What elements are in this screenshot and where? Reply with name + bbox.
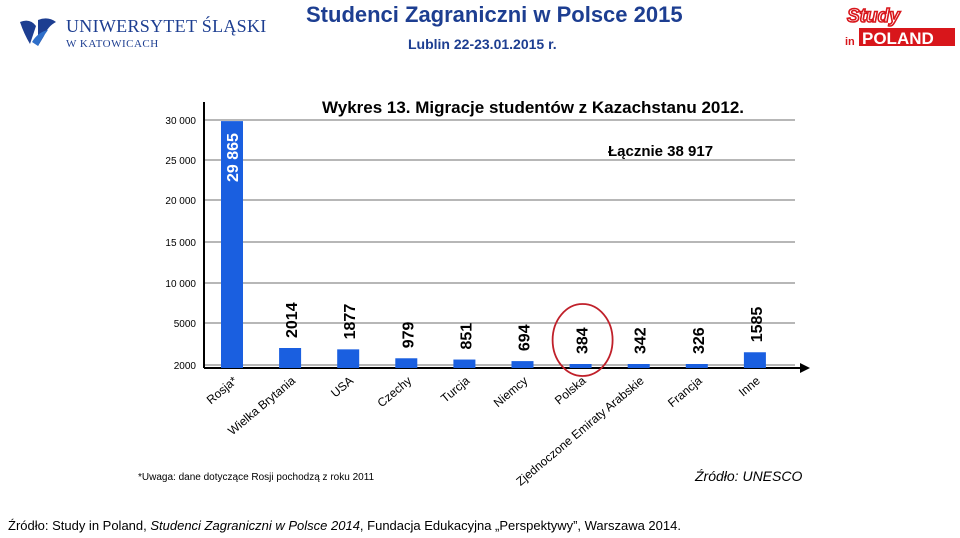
conference-date: Lublin 22-23.01.2015 r. (408, 36, 557, 52)
data-label: 326 (691, 327, 708, 354)
x-tick-label: Turcja (438, 373, 472, 405)
bars (221, 121, 766, 368)
bar-rosja- (221, 121, 243, 368)
y-tick-label: 20 000 (165, 196, 196, 207)
bar-inne (743, 352, 766, 368)
x-tick-label: Inne (736, 373, 763, 399)
bar-niemcy (511, 361, 534, 368)
x-tick-label: Czechy (375, 374, 415, 410)
footer-suffix: , Fundacja Edukacyjna „Perspektywy”, War… (359, 518, 681, 533)
x-tick-label: Francja (665, 373, 705, 410)
x-tick-label: Rosja* (204, 373, 240, 407)
bar-wielka-brytania (279, 348, 302, 368)
data-label: 1585 (749, 307, 766, 343)
x-tick-label: Polska (552, 373, 589, 407)
y-tick-label: 15 000 (165, 238, 196, 249)
university-logo: UNIWERSYTET ŚLĄSKI W KATOWICACH (18, 12, 266, 54)
svg-text:in: in (845, 36, 855, 48)
y-tick-label: 25 000 (165, 156, 196, 167)
bar-czechy (395, 358, 418, 368)
data-label: 694 (517, 324, 534, 351)
y-tick-label: 2000 (174, 361, 197, 372)
data-label: 979 (400, 321, 417, 348)
chart-title: Wykres 13. Migracje studentów z Kazachst… (322, 98, 744, 117)
bar-zjednoczone-emiraty-arabskie (627, 364, 650, 368)
university-emblem-icon (20, 18, 56, 46)
footer-publication: Studenci Zagraniczni w Polsce 2014 (150, 518, 360, 533)
data-label: 342 (633, 327, 650, 354)
y-tick-label: 5000 (174, 319, 197, 330)
y-tick-label: 30 000 (165, 116, 196, 127)
university-city: W KATOWICACH (66, 38, 159, 50)
svg-text:Study: Study (847, 6, 901, 27)
chart-total-label: Łącznie 38 917 (608, 143, 713, 160)
bar-francja (685, 364, 708, 368)
conference-title: Studenci Zagraniczni w Polsce 2015 (306, 2, 683, 27)
bar-polska (569, 364, 592, 368)
x-axis-arrow-icon (800, 363, 810, 373)
footer-prefix: Źródło: Study in Poland, (8, 518, 151, 533)
data-label: 1877 (342, 304, 359, 340)
data-label: 2014 (284, 302, 301, 338)
chart-source: Źródło: UNESCO (694, 468, 802, 484)
university-name: UNIWERSYTET ŚLĄSKI (66, 16, 267, 36)
svg-text:POLAND: POLAND (862, 29, 934, 48)
bar-turcja (453, 359, 476, 368)
footer-source: Źródło: Study in Poland, Studenci Zagran… (8, 518, 681, 533)
x-tick-label: Niemcy (491, 374, 531, 410)
x-tick-label: USA (328, 374, 356, 401)
data-labels: 29 865 2014 1877 979 851 694 384 342 326 1585 (225, 133, 766, 354)
polska-highlight-circle (551, 303, 614, 377)
study-in-poland-logo: Study in POLAND (845, 5, 955, 48)
y-axis-ticks: 30 000 25 000 20 000 15 000 10 000 5000 2000 (165, 116, 196, 372)
bar-usa (337, 349, 360, 368)
data-label: 384 (575, 327, 592, 354)
chart-note: *Uwaga: dane dotyczące Rosji pochodzą z … (138, 472, 375, 483)
data-label: 851 (458, 323, 475, 350)
data-label: 29 865 (225, 133, 242, 182)
y-tick-label: 10 000 (165, 279, 196, 290)
